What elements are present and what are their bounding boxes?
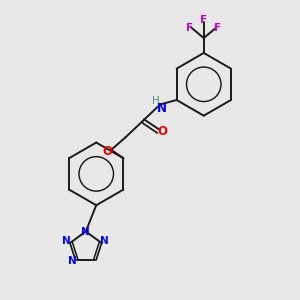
Text: F: F — [186, 22, 193, 33]
Text: N: N — [68, 256, 77, 266]
Text: N: N — [81, 226, 90, 236]
Text: F: F — [214, 22, 221, 33]
Text: N: N — [62, 236, 71, 246]
Text: O: O — [102, 145, 112, 158]
Text: N: N — [100, 236, 109, 246]
Text: N: N — [157, 102, 167, 115]
Text: O: O — [158, 125, 168, 138]
Text: F: F — [200, 14, 207, 25]
Text: H: H — [152, 96, 160, 106]
